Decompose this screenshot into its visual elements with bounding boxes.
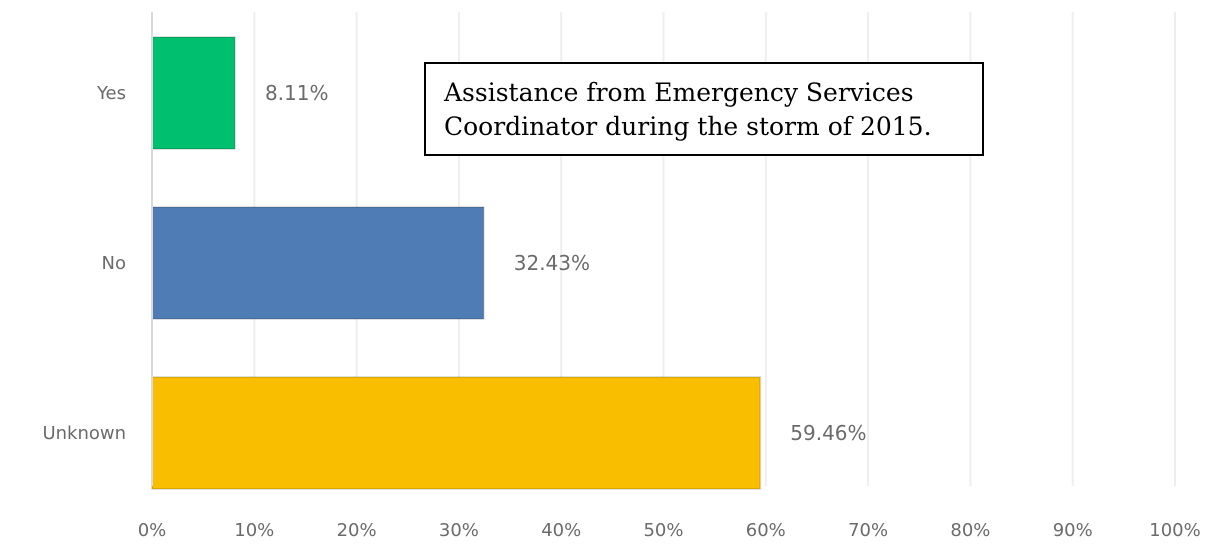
bars [151,36,762,490]
annotation-line-1: Assistance from Emergency Services [444,78,914,107]
chart-annotation: Assistance from Emergency Services Coord… [424,62,984,156]
x-tick-label: 100% [1149,520,1200,541]
x-tick-label: 80% [950,520,990,541]
x-tick-label: 50% [643,520,683,541]
bar [151,206,485,320]
data-label: 8.11% [265,81,329,105]
category-label: Yes [96,83,126,104]
annotation-line-2: Coordinator during the storm of 2015. [444,112,932,141]
data-label: 32.43% [514,251,590,275]
labels: 0% 10% 20% 30% 40% 50% 60% 70% 80% 90% 100% Yes 8.11… [42,81,1200,541]
x-tick-label: 20% [337,520,377,541]
category-label: No [102,253,126,274]
x-tick-label: 60% [746,520,786,541]
x-tick-label: 90% [1053,520,1093,541]
x-tick-label: 10% [234,520,274,541]
bar [151,36,236,150]
bar [151,376,762,490]
x-tick-label: 30% [439,520,479,541]
category-label: Unknown [42,423,126,444]
x-tick-label: 0% [138,520,167,541]
x-tick-label: 70% [848,520,888,541]
data-label: 59.46% [790,421,866,445]
x-tick-label: 40% [541,520,581,541]
